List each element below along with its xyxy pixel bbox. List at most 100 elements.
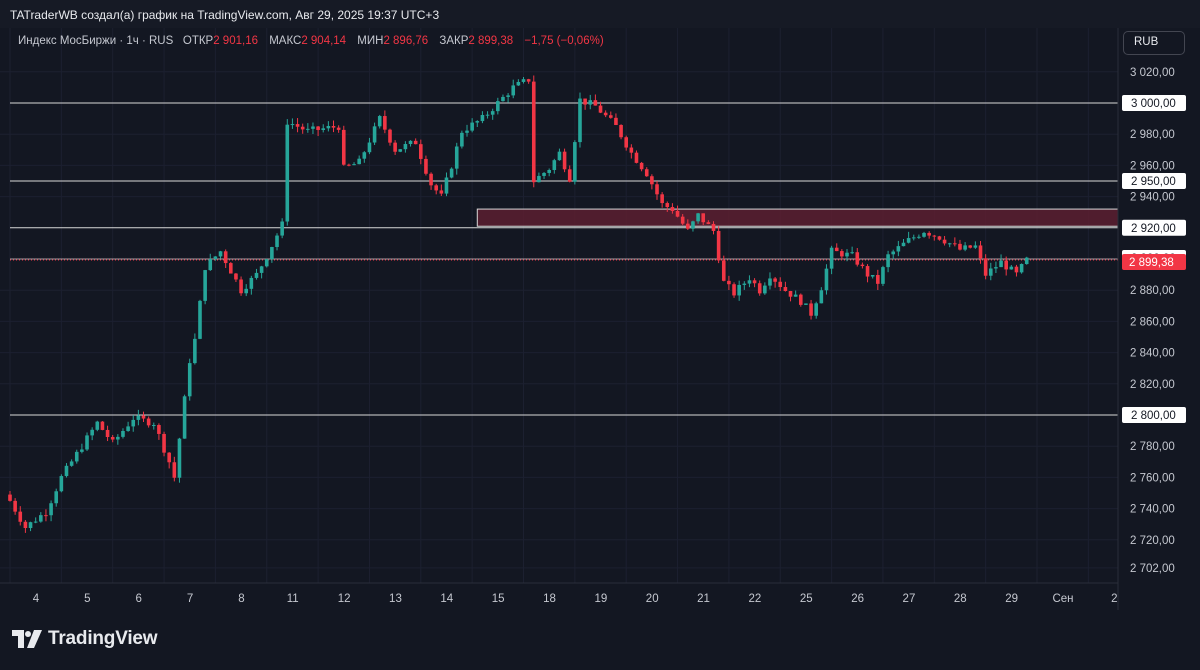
candle xyxy=(829,245,834,275)
tradingview-logo[interactable]: TradingView xyxy=(12,628,158,650)
candle xyxy=(567,165,572,183)
time-tick-label: 29 xyxy=(1005,593,1018,605)
candle xyxy=(876,269,880,290)
candle-body xyxy=(321,128,326,130)
candle-body xyxy=(588,100,593,105)
candle-body xyxy=(973,245,978,248)
candle xyxy=(306,123,310,133)
price-tick-label: 2 720,00 xyxy=(1130,535,1175,547)
candle xyxy=(824,264,829,295)
candle xyxy=(1014,264,1019,277)
candle-body xyxy=(870,274,875,277)
candle xyxy=(665,201,670,212)
time-tick-label: Сен xyxy=(1052,593,1073,605)
candle-body xyxy=(829,247,834,269)
candle xyxy=(896,240,901,257)
candle-body xyxy=(352,164,356,166)
candle-body xyxy=(1004,260,1008,270)
candle xyxy=(321,124,326,133)
candle xyxy=(793,290,798,297)
candle-body xyxy=(860,264,865,267)
candle xyxy=(814,301,818,319)
candle-body xyxy=(408,140,413,145)
candle-body xyxy=(650,176,654,185)
candle xyxy=(429,172,433,190)
candle-body xyxy=(177,438,182,478)
candle-body xyxy=(655,184,659,195)
candle xyxy=(203,269,207,305)
candle xyxy=(408,140,413,147)
candle xyxy=(999,254,1003,268)
candle-body xyxy=(18,511,23,522)
candle-body xyxy=(757,283,762,294)
candle-body xyxy=(203,270,207,301)
candle-body xyxy=(547,170,551,173)
candle-body xyxy=(208,259,213,271)
candle xyxy=(357,155,361,165)
candle-body xyxy=(362,152,367,159)
candle-body xyxy=(573,142,577,182)
candle xyxy=(953,237,957,247)
symbol-name[interactable]: Индекс МосБиржи · 1ч · RUS xyxy=(18,35,174,47)
candle xyxy=(280,218,284,239)
candle xyxy=(39,512,43,523)
currency-button[interactable]: RUB xyxy=(1123,31,1185,55)
candle-body xyxy=(855,252,860,265)
candle-body xyxy=(598,105,603,113)
candle xyxy=(275,233,279,251)
candle xyxy=(413,138,418,145)
candle-body xyxy=(804,303,808,305)
candle-body xyxy=(814,303,818,316)
candle-body xyxy=(788,291,793,297)
candle-body xyxy=(578,98,582,143)
candle xyxy=(783,281,788,292)
candle-body xyxy=(911,237,916,239)
candle-body xyxy=(167,452,171,463)
candle xyxy=(531,75,536,188)
candle-body xyxy=(567,169,572,182)
candle xyxy=(639,161,644,172)
candle-body xyxy=(608,115,613,118)
candle-body xyxy=(377,116,382,127)
candle xyxy=(393,140,397,155)
candle-body xyxy=(172,462,177,478)
candle xyxy=(1009,265,1014,270)
candle xyxy=(778,277,783,291)
time-axis[interactable]: 4 5 6 7 8 11 12 13 14 15 18 19 20 21 22 25 26 27 28 29 Сен 2 xyxy=(33,593,1118,605)
candle-body xyxy=(947,243,952,245)
candle-body xyxy=(193,338,197,364)
price-axis[interactable]: 3 020,00 2 980,00 2 960,00 2 940,00 2 880,00… xyxy=(1122,67,1186,575)
candle-body xyxy=(516,81,521,86)
resistance-zone[interactable] xyxy=(476,208,1119,227)
candle-body xyxy=(449,168,454,178)
candle-body xyxy=(33,521,38,523)
candle xyxy=(721,255,726,282)
candle-body xyxy=(85,435,89,450)
candle xyxy=(388,128,392,146)
candle-body xyxy=(13,500,17,512)
candle-body xyxy=(737,284,741,296)
time-tick-label: 15 xyxy=(492,593,505,605)
candle-body xyxy=(511,85,516,96)
candle-body xyxy=(95,421,100,430)
candle-body xyxy=(496,101,500,112)
candle-body xyxy=(223,251,228,264)
candle xyxy=(490,108,495,120)
chart-svg[interactable]: 3 020,00 2 980,00 2 960,00 2 940,00 2 880,00… xyxy=(0,0,1200,610)
candle xyxy=(670,203,675,214)
price-tick-label: 2 960,00 xyxy=(1130,160,1175,172)
candle xyxy=(424,155,428,176)
candle xyxy=(475,120,480,128)
candle-body xyxy=(639,162,644,170)
candle-body xyxy=(876,274,880,284)
candle xyxy=(126,421,130,432)
resistance-zone-layer xyxy=(476,208,1119,227)
candle xyxy=(511,79,516,99)
candle-body xyxy=(840,251,844,257)
candle-body xyxy=(583,98,587,105)
candle xyxy=(162,431,166,457)
candle xyxy=(891,249,896,260)
candle-body xyxy=(341,129,346,165)
candle-body xyxy=(64,465,69,477)
last-price-label-box xyxy=(1122,253,1186,270)
